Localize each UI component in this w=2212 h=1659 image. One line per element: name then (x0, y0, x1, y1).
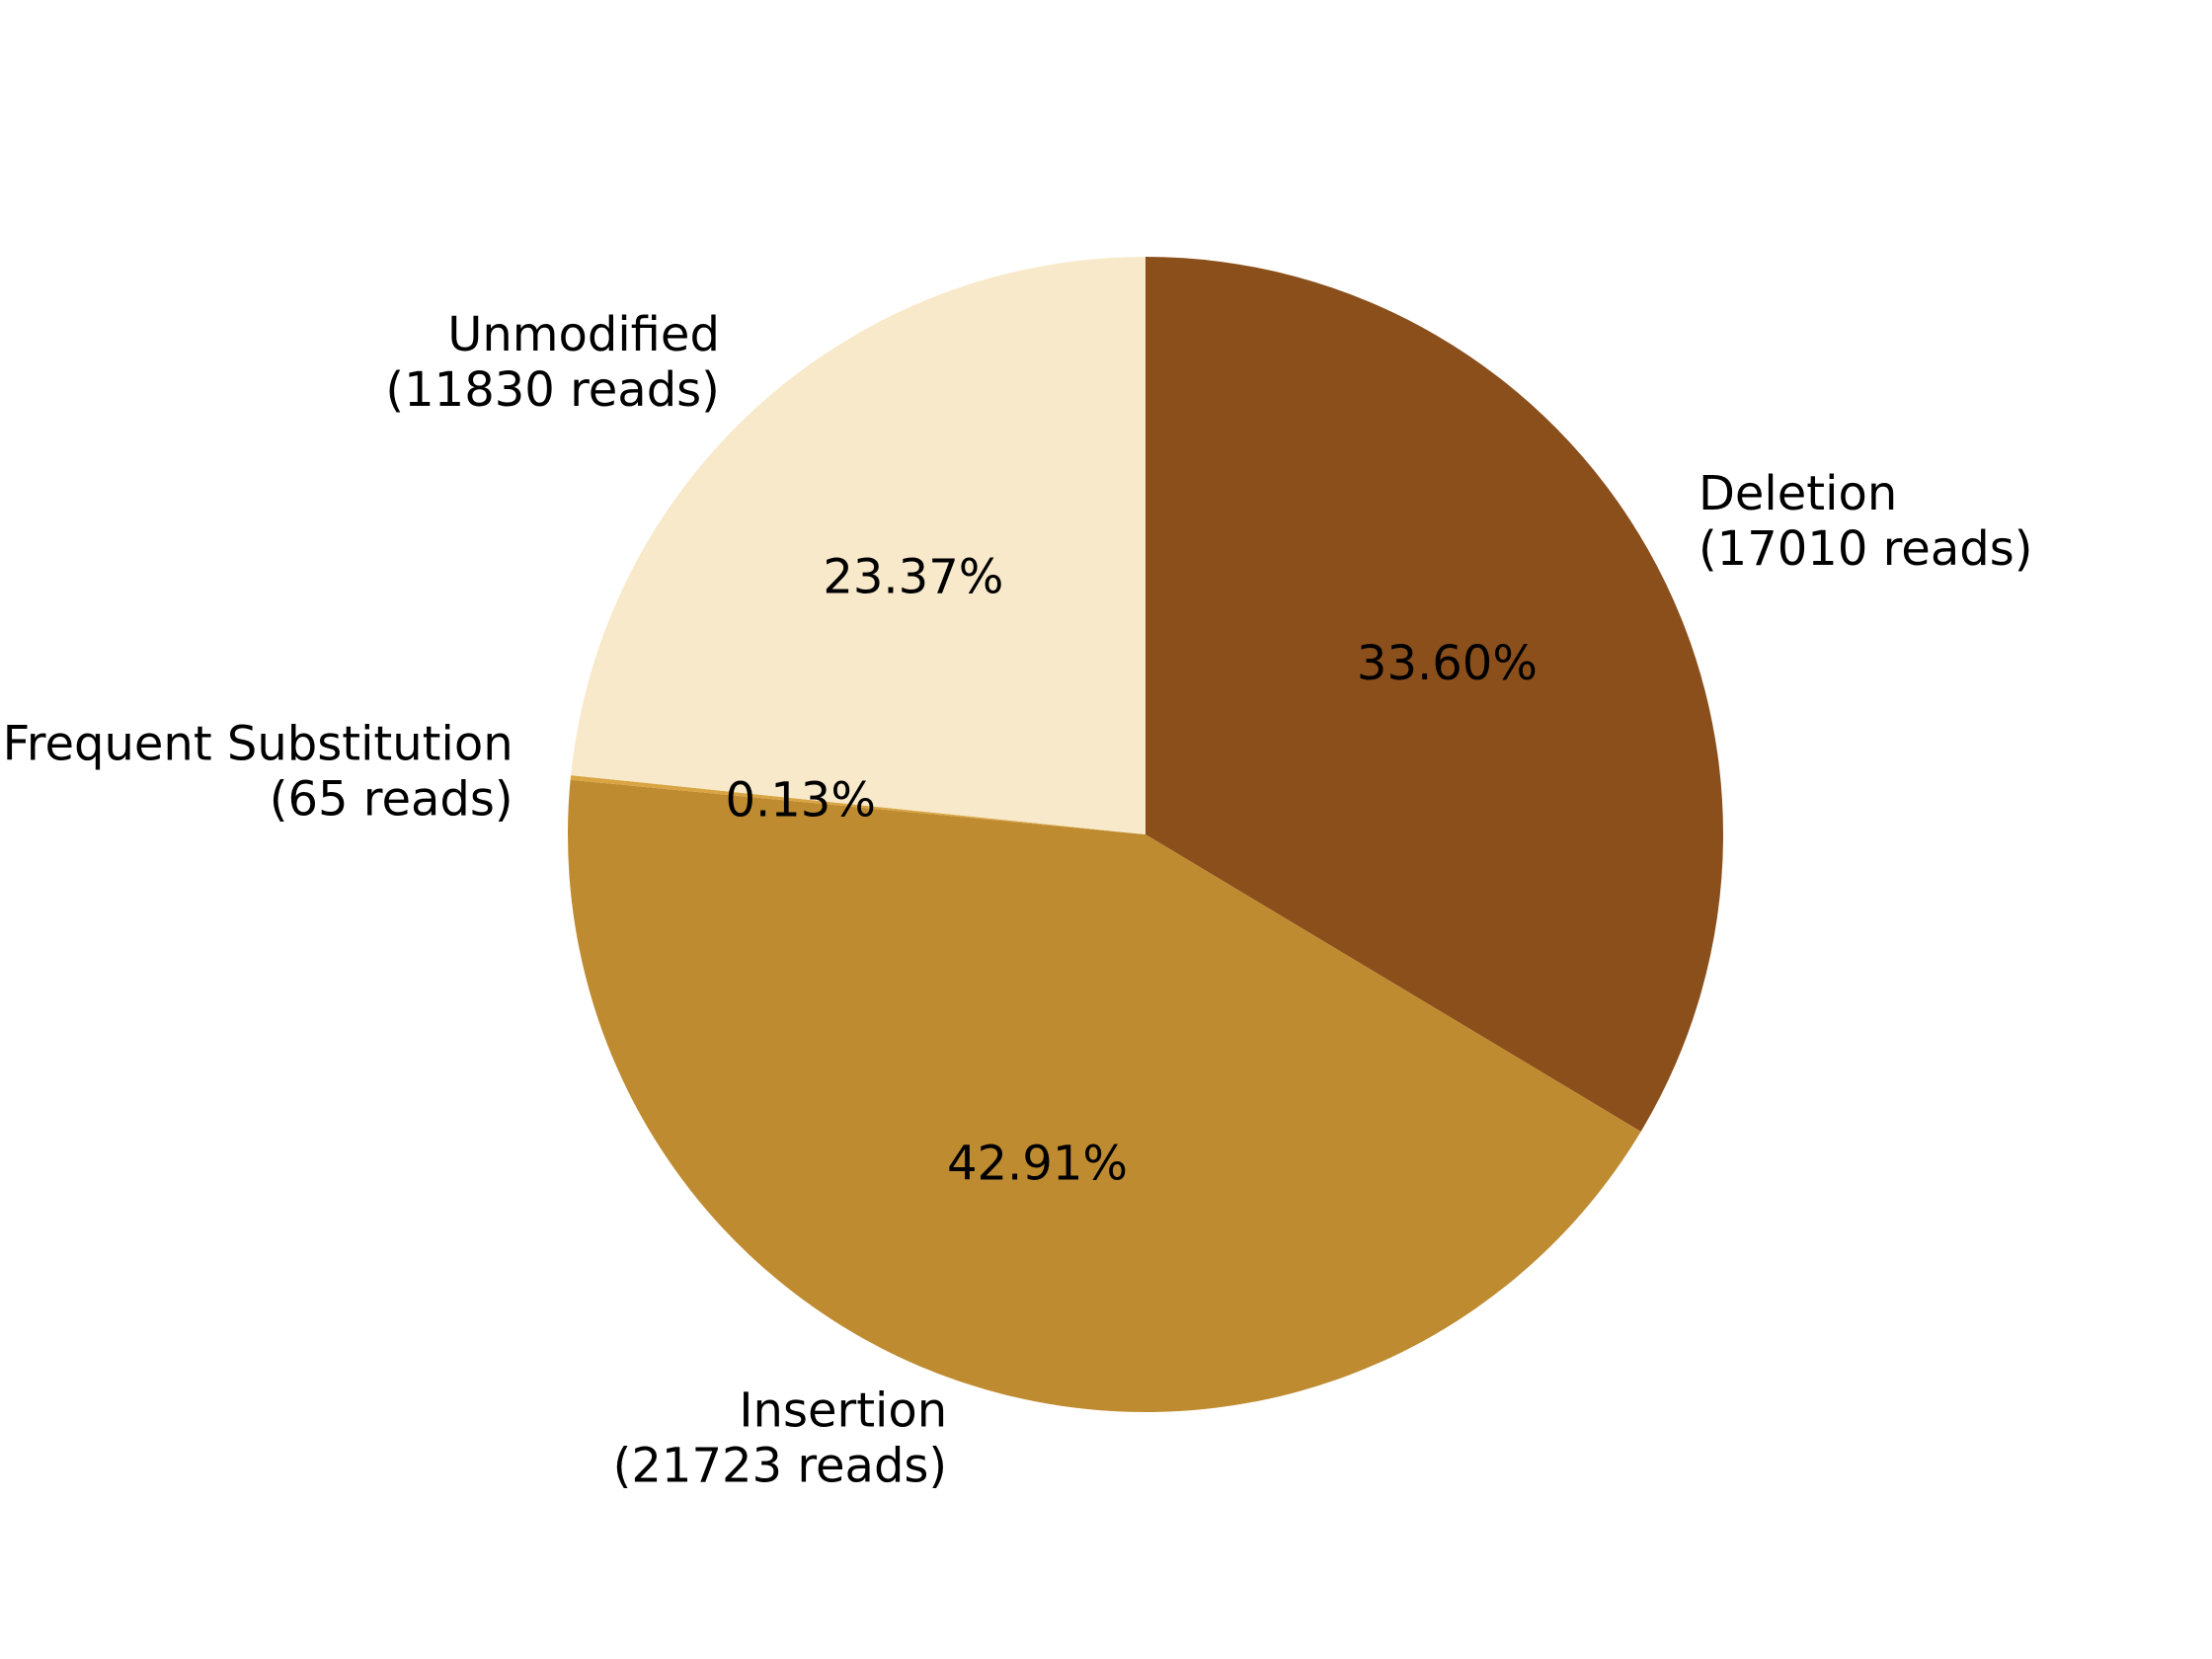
percent-label: 0.13% (725, 772, 875, 828)
slice-reads: (17010 reads) (1698, 521, 2033, 577)
pie-slice-insertion (567, 779, 1641, 1413)
slice-reads: (65 reads) (270, 772, 514, 828)
slice-label: Insertion (21723 reads) (613, 1382, 948, 1493)
percent-label: 23.37% (823, 549, 1003, 604)
pie-slices (567, 257, 1724, 1413)
slice-label: Unmodified (11830 reads) (385, 307, 720, 418)
category-labels: Deletion (17010 reads) Insertion (21723 rea… (3, 307, 2033, 1493)
pie-slice-deletion (1146, 257, 1724, 1132)
percent-labels: 33.60% 42.91% 0.13% 23.37% (725, 549, 1537, 1191)
pie-slice-frequent-substitution (570, 775, 1146, 834)
slice-reads: (11830 reads) (385, 362, 720, 418)
percent-label: 33.60% (1357, 636, 1538, 691)
slice-label: Deletion (17010 reads) (1698, 466, 2033, 577)
slice-name: Deletion (1698, 466, 1897, 521)
slice-name: Frequent Substitution (3, 717, 514, 772)
slice-name: Insertion (739, 1382, 947, 1438)
slice-label: Frequent Substitution (65 reads) (3, 717, 514, 828)
slice-name: Unmodified (447, 307, 720, 362)
slice-reads: (21723 reads) (613, 1438, 948, 1493)
percent-label: 42.91% (947, 1136, 1128, 1191)
pie-slice-unmodified (571, 257, 1146, 834)
